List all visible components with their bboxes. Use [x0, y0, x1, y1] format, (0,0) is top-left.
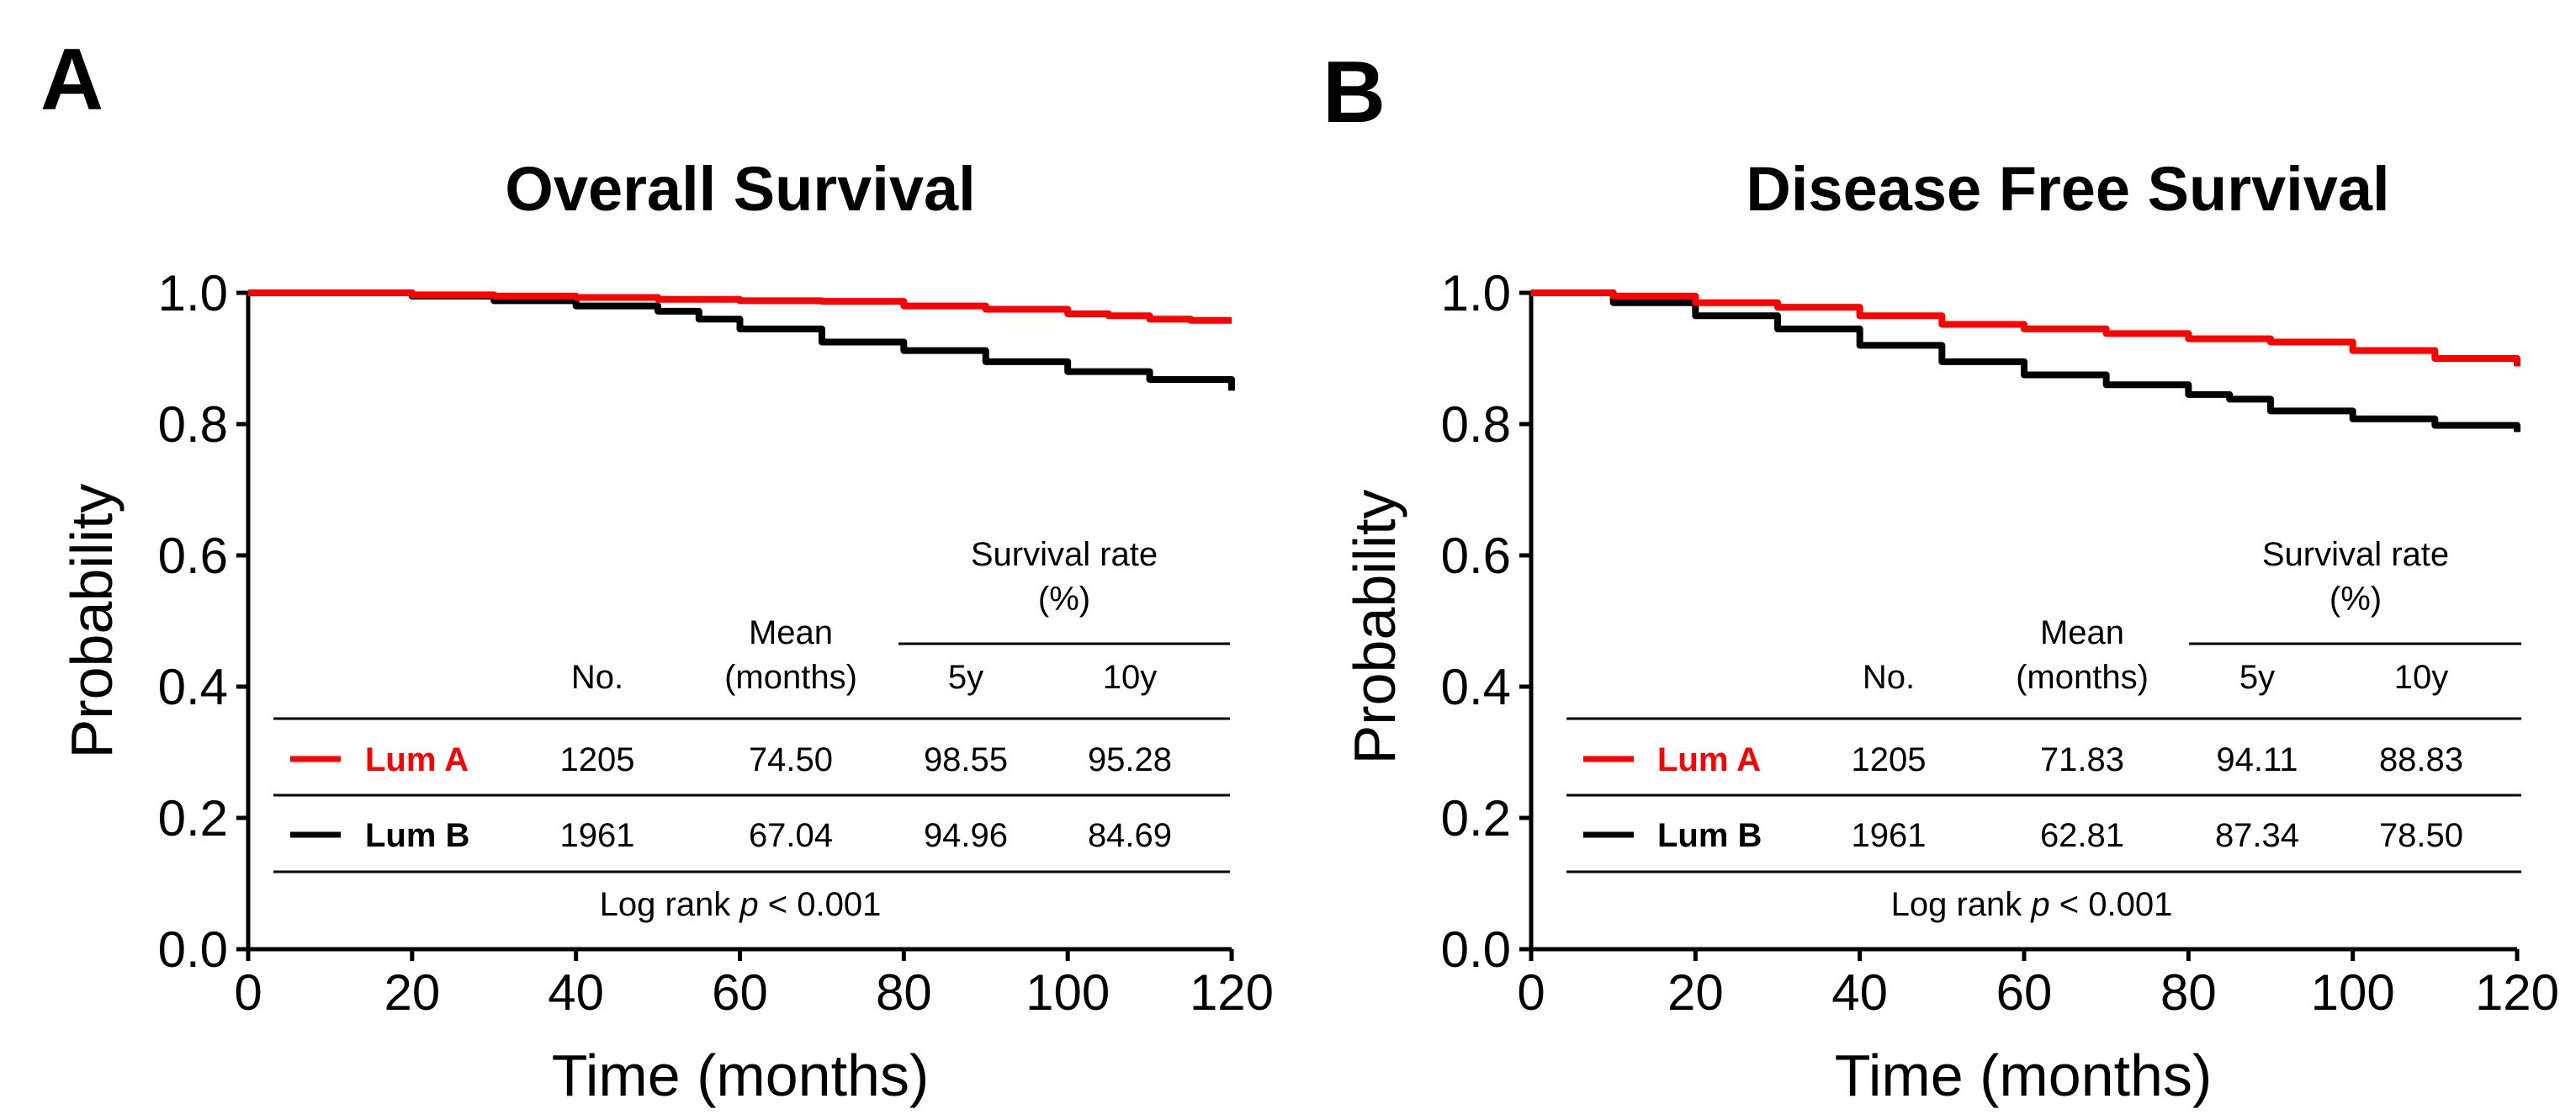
header-mean: Mean: [749, 614, 833, 651]
cell-no: 1961: [560, 817, 635, 854]
panel-letter: A: [40, 31, 103, 129]
panel-b: B Disease Free Survival 0 20 40 60 80 100 1200…: [1322, 44, 2559, 1108]
cell-5y: 94.11: [2216, 741, 2298, 778]
y-tick-label: 1.0: [158, 265, 228, 321]
y-tick-label: 0.0: [1441, 921, 1511, 978]
cell-no: 1205: [560, 741, 635, 778]
y-tick-label: 0.8: [1441, 396, 1511, 453]
cell-5y: 98.55: [924, 741, 1008, 778]
y-tick-label: 1.0: [1441, 265, 1511, 321]
y-tick-label: 0.8: [158, 396, 228, 453]
cell-10y: 84.69: [1088, 817, 1172, 854]
survival-curve-lum-a: [1531, 289, 2520, 367]
header-10y: 10y: [1103, 659, 1158, 696]
x-tick-label: 40: [1831, 964, 1888, 1021]
header-10y: 10y: [2394, 659, 2449, 696]
x-tick-label: 0: [234, 964, 262, 1021]
row-name-lum-b: Lum B: [365, 817, 469, 854]
row-name-lum-a: Lum A: [1657, 741, 1761, 778]
x-tick-label: 120: [1190, 964, 1274, 1021]
x-tick-label: 20: [1667, 964, 1724, 1021]
axis-ticks: 0 20 40 60 80 100 120 0.0 0.2 0.4 0.6 0.8 1.0: [158, 265, 1274, 1021]
x-tick-label: 80: [876, 964, 932, 1021]
header-no: No.: [571, 659, 623, 696]
cell-mean: 62.81: [2040, 817, 2124, 854]
header-mean-unit: (months): [2016, 659, 2149, 696]
chart-title: Disease Free Survival: [1746, 154, 2389, 224]
y-axis-label: Probability: [1342, 490, 1407, 765]
row-name-lum-a: Lum A: [365, 741, 469, 778]
cell-5y: 87.34: [2215, 817, 2299, 854]
y-tick-label: 0.2: [1441, 790, 1511, 847]
cell-10y: 88.83: [2379, 741, 2463, 778]
y-axis-label: Probability: [59, 484, 125, 759]
cell-mean: 74.50: [749, 741, 833, 778]
survival-curves: [1531, 289, 2520, 433]
log-rank-note: Log rank p < 0.001: [1891, 886, 2173, 923]
y-tick-label: 0.4: [1441, 659, 1511, 715]
cell-no: 1205: [1852, 741, 1927, 778]
chart-title: Overall Survival: [505, 154, 975, 224]
header-survival-rate: Survival rate: [2262, 536, 2449, 573]
summary-table: Survival rate (%) Mean (months) No. 5y 1…: [273, 536, 1230, 923]
y-tick-label: 0.6: [158, 528, 228, 584]
x-axis-label: Time (months): [1835, 1043, 2213, 1108]
x-tick-label: 40: [548, 964, 604, 1021]
header-no: No.: [1863, 659, 1915, 696]
cell-10y: 95.28: [1088, 741, 1172, 778]
header-survival-rate-unit: (%): [2330, 581, 2382, 618]
header-survival-rate-unit: (%): [1038, 581, 1090, 618]
x-axis-label: Time (months): [552, 1043, 930, 1108]
x-tick-label: 0: [1517, 964, 1545, 1021]
cell-10y: 78.50: [2379, 817, 2463, 854]
y-tick-label: 0.0: [158, 921, 228, 978]
cell-5y: 94.96: [924, 817, 1008, 854]
y-tick-label: 0.2: [158, 790, 228, 847]
survival-curve-lum-b: [1531, 289, 2520, 433]
header-mean: Mean: [2040, 614, 2124, 651]
survival-curve-lum-a: [248, 289, 1232, 324]
x-tick-label: 80: [2160, 964, 2217, 1021]
header-5y: 5y: [2239, 659, 2275, 696]
cell-mean: 71.83: [2040, 741, 2124, 778]
log-rank-note: Log rank p < 0.001: [600, 886, 882, 923]
y-tick-label: 0.6: [1441, 528, 1511, 584]
x-tick-label: 100: [2311, 964, 2395, 1021]
axis-ticks: 0 20 40 60 80 100 120 0.0 0.2 0.4 0.6 0.8 1.0: [1441, 265, 2559, 1021]
header-mean-unit: (months): [724, 659, 857, 696]
row-name-lum-b: Lum B: [1657, 817, 1762, 854]
header-5y: 5y: [948, 659, 983, 696]
survival-curves: [248, 289, 1235, 391]
header-survival-rate: Survival rate: [971, 536, 1158, 573]
summary-table: Survival rate (%) Mean (months) No. 5y 1…: [1566, 536, 2521, 923]
x-tick-label: 60: [1996, 964, 2053, 1021]
panel-a: A Overall Survival 0 20 40 60 80 100 120 0.0 0.2…: [40, 31, 1274, 1108]
y-tick-label: 0.4: [158, 659, 228, 715]
x-tick-label: 60: [712, 964, 768, 1021]
panel-letter: B: [1322, 44, 1386, 141]
cell-mean: 67.04: [749, 817, 833, 854]
x-tick-label: 120: [2475, 964, 2559, 1021]
x-tick-label: 20: [384, 964, 440, 1021]
cell-no: 1961: [1852, 817, 1927, 854]
survival-curve-lum-b: [248, 289, 1235, 391]
x-tick-label: 100: [1026, 964, 1110, 1021]
